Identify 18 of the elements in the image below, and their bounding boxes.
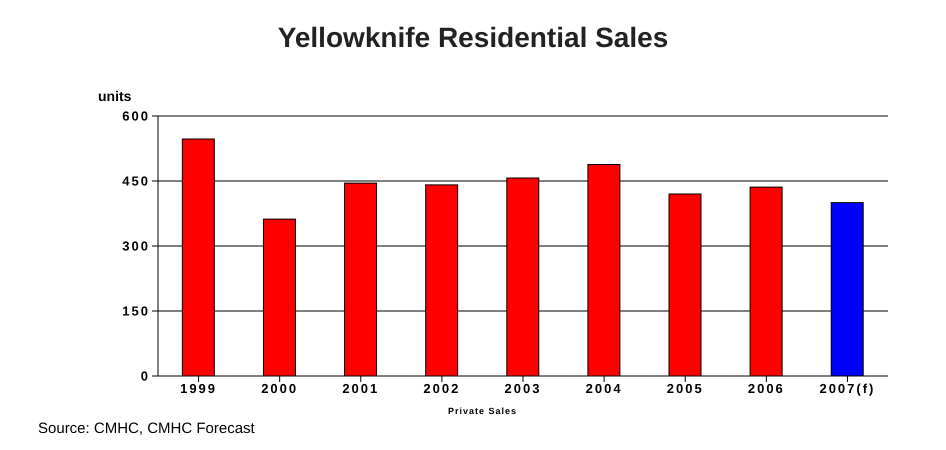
x-tick-label: 2005 bbox=[666, 381, 704, 396]
x-tick-label: 2004 bbox=[586, 381, 623, 396]
x-tick-label: 2006 bbox=[748, 381, 785, 396]
chart-title: Yellowknife Residential Sales bbox=[276, 22, 670, 54]
source-note: Source: CMHC, CMHC Forecast bbox=[38, 420, 255, 437]
x-tick-label: 2002 bbox=[423, 381, 460, 396]
x-tick-label: 2000 bbox=[261, 381, 298, 396]
y-tick-label: 300 bbox=[122, 238, 150, 254]
y-tick-label: 450 bbox=[122, 174, 150, 189]
x-tick-label: 2007(f) bbox=[819, 381, 876, 396]
y-tick-label: 150 bbox=[122, 304, 150, 319]
y-tick-label: 600 bbox=[122, 108, 150, 124]
x-axis-title: Private Sales bbox=[448, 406, 518, 416]
x-tick-label: 2001 bbox=[342, 381, 380, 396]
x-tick-label: 2003 bbox=[504, 381, 542, 396]
x-tick-label: 1999 bbox=[180, 381, 218, 396]
y-axis-title: units bbox=[98, 88, 132, 104]
y-tick-label: 0 bbox=[140, 368, 150, 384]
